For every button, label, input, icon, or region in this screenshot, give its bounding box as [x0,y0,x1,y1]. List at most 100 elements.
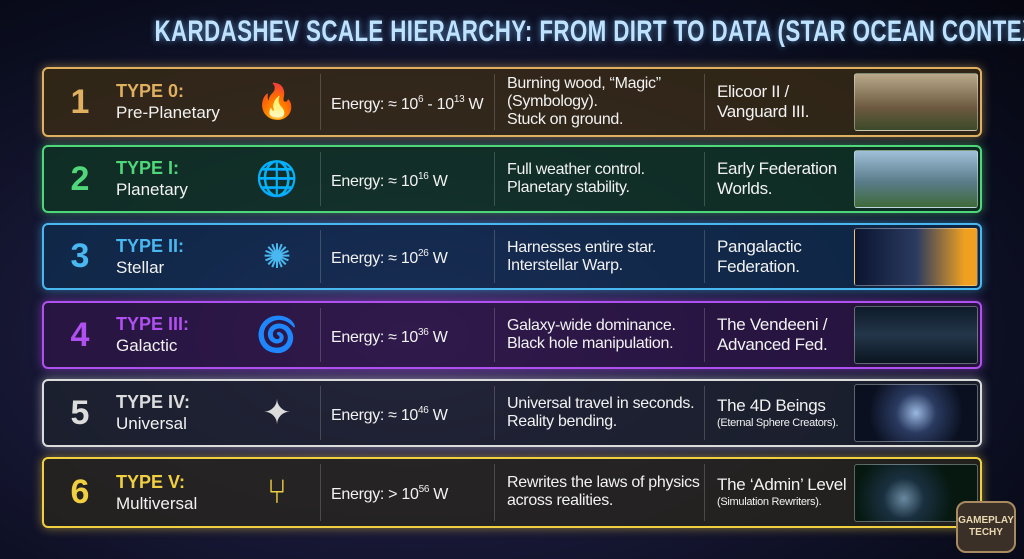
rank-number: 6 [70,473,90,511]
gameplay-techy-logo: GAMEPLAY TECHY [956,501,1016,553]
example-line-1: Elicoor II / [717,82,789,101]
description-line: Galaxy-wide dominance. [507,317,676,334]
example-cell: The Vendeeni / Advanced Fed. [704,308,852,362]
type-label: TYPE IV: Universal [116,392,234,434]
description-line: Planetary stability. [507,179,630,196]
campfire-sword-icon: 🔥 [255,83,299,121]
type-name: Universal [116,414,187,433]
rank-number: 2 [70,159,90,198]
description-line: Harnesses entire star. [507,238,657,256]
energy-text: Energy: > 10 [331,485,419,503]
type-title: TYPE IV: [116,392,191,412]
type-title: TYPE V: [116,471,186,492]
rank-number: 3 [70,237,90,275]
example-cell: Early Federation Worlds. [704,152,852,206]
description-cell: Universal travel in seconds. Reality bend… [494,386,704,440]
energy-text: Energy: ≈ 10 [331,95,419,113]
star-sphere-icon: ✺ [262,237,292,276]
energy-cell: Energy: > 1056 W [320,464,494,521]
type-name: Multiversal [116,493,198,513]
type-name: Pre-Planetary [116,103,220,122]
description-line: Reality bending. [507,413,617,430]
illustration-image [854,150,978,208]
energy-text: W [428,172,448,190]
energy-text: W [428,406,448,424]
type-label: TYPE I: Planetary [116,158,234,200]
description-cell: Full weather control. Planetary stability… [494,152,704,206]
title-bar: KARDASHEV SCALE HIERARCHY: FROM DIRT TO … [0,14,1024,54]
galaxy-hand-icon: 🌀 [255,316,299,354]
description-line: Black hole manipulation. [507,335,674,352]
energy-text: - 10 [423,95,454,113]
illustration-image [854,306,978,364]
illustration-image [854,73,978,131]
kardashev-row-type-1: 2 TYPE I: Planetary 🌐 Energy: ≈ 1016 W Fu… [42,145,982,213]
type-title: TYPE 0: [116,81,185,101]
energy-cell: Energy: ≈ 1026 W [320,230,494,283]
energy-text: Energy: ≈ 10 [331,328,419,346]
kardashev-row-type-3: 4 TYPE III: Galactic 🌀 Energy: ≈ 1036 W G… [42,301,982,369]
illustration-image [854,384,978,442]
example-line-2: Vanguard III. [717,102,810,121]
page-title: KARDASHEV SCALE HIERARCHY: FROM DIRT TO … [154,15,1024,48]
example-cell: The ‘Admin’ Level (Simulation Rewriters). [704,464,852,521]
rank-number: 5 [70,393,90,432]
type-label: TYPE III: Galactic [116,314,234,356]
description-line: Universal travel in seconds. [507,395,695,412]
example-line-2: Federation. [717,256,800,276]
kardashev-row-type-5: 6 TYPE V: Multiversal ⑂ Energy: > 1056 W … [42,457,982,528]
kardashev-row-type-2: 3 TYPE II: Stellar ✺ Energy: ≈ 1026 W Har… [42,223,982,290]
description-cell: Rewrites the laws of physics across reali… [494,464,704,521]
type-name: Stellar [116,257,165,277]
energy-exponent: 46 [418,404,429,416]
description-line: Interstellar Warp. [507,256,623,274]
type-title: TYPE I: [116,158,180,178]
energy-cell: Energy: ≈ 1016 W [320,152,494,206]
type-label: TYPE V: Multiversal [116,472,234,514]
rank-number: 4 [70,315,90,354]
example-cell: Elicoor II / Vanguard III. [704,74,852,130]
energy-text: W [464,95,484,113]
description-line: Rewrites the laws of physics [507,474,700,492]
energy-text: W [428,328,448,346]
description-cell: Harnesses entire star. Interstellar Warp. [494,230,704,283]
energy-exponent: 36 [418,326,429,338]
energy-exponent: 13 [453,93,465,105]
example-line-1: Early Federation [717,159,837,178]
example-line-2: Advanced Fed. [717,335,828,354]
branching-servers-icon: ⑂ [266,473,288,511]
energy-text: Energy: ≈ 10 [331,406,419,424]
energy-exponent: 56 [418,483,430,495]
kardashev-row-type-4: 5 TYPE IV: Universal ✦ Energy: ≈ 1046 W U… [42,379,982,447]
example-line-1: The 4D Beings [717,396,826,415]
description-cell: Galaxy-wide dominance. Black hole manipul… [494,308,704,362]
description-cell: Burning wood, “Magic” (Symbology). Stuck o… [494,74,704,130]
globe-network-icon: 🌐 [255,160,299,198]
description-line: across realities. [507,492,614,510]
type-name: Galactic [116,336,178,355]
description-line: Burning wood, “Magic” [507,75,661,92]
example-line-1: The Vendeeni / [717,315,828,334]
example-note: (Eternal Sphere Creators). [717,417,839,429]
description-line: Full weather control. [507,161,645,178]
energy-exponent: 6 [418,93,424,105]
example-line-2: Worlds. [717,179,773,198]
energy-exponent: 16 [418,170,429,182]
kardashev-row-type-0: 1 TYPE 0: Pre-Planetary 🔥 Energy: ≈ 106 -… [42,67,982,137]
energy-exponent: 26 [418,248,429,259]
type-label: TYPE 0: Pre-Planetary [116,81,234,123]
energy-text: W [429,485,449,503]
energy-cell: Energy: ≈ 1036 W [320,308,494,362]
example-cell: Pangalactic Federation. [704,230,852,283]
energy-text: Energy: ≈ 10 [331,172,419,190]
energy-cell: Energy: ≈ 106 - 1013 W [320,74,494,130]
type-label: TYPE II: Stellar [116,236,234,278]
energy-text: Energy: ≈ 10 [331,250,419,267]
illustration-image [854,227,978,286]
universe-network-icon: ✦ [262,394,292,432]
example-line-1: The ‘Admin’ Level [717,475,847,495]
rank-number: 1 [70,82,90,121]
description-line: (Symbology). [507,93,598,110]
type-name: Planetary [116,180,188,199]
type-title: TYPE II: [116,235,185,256]
